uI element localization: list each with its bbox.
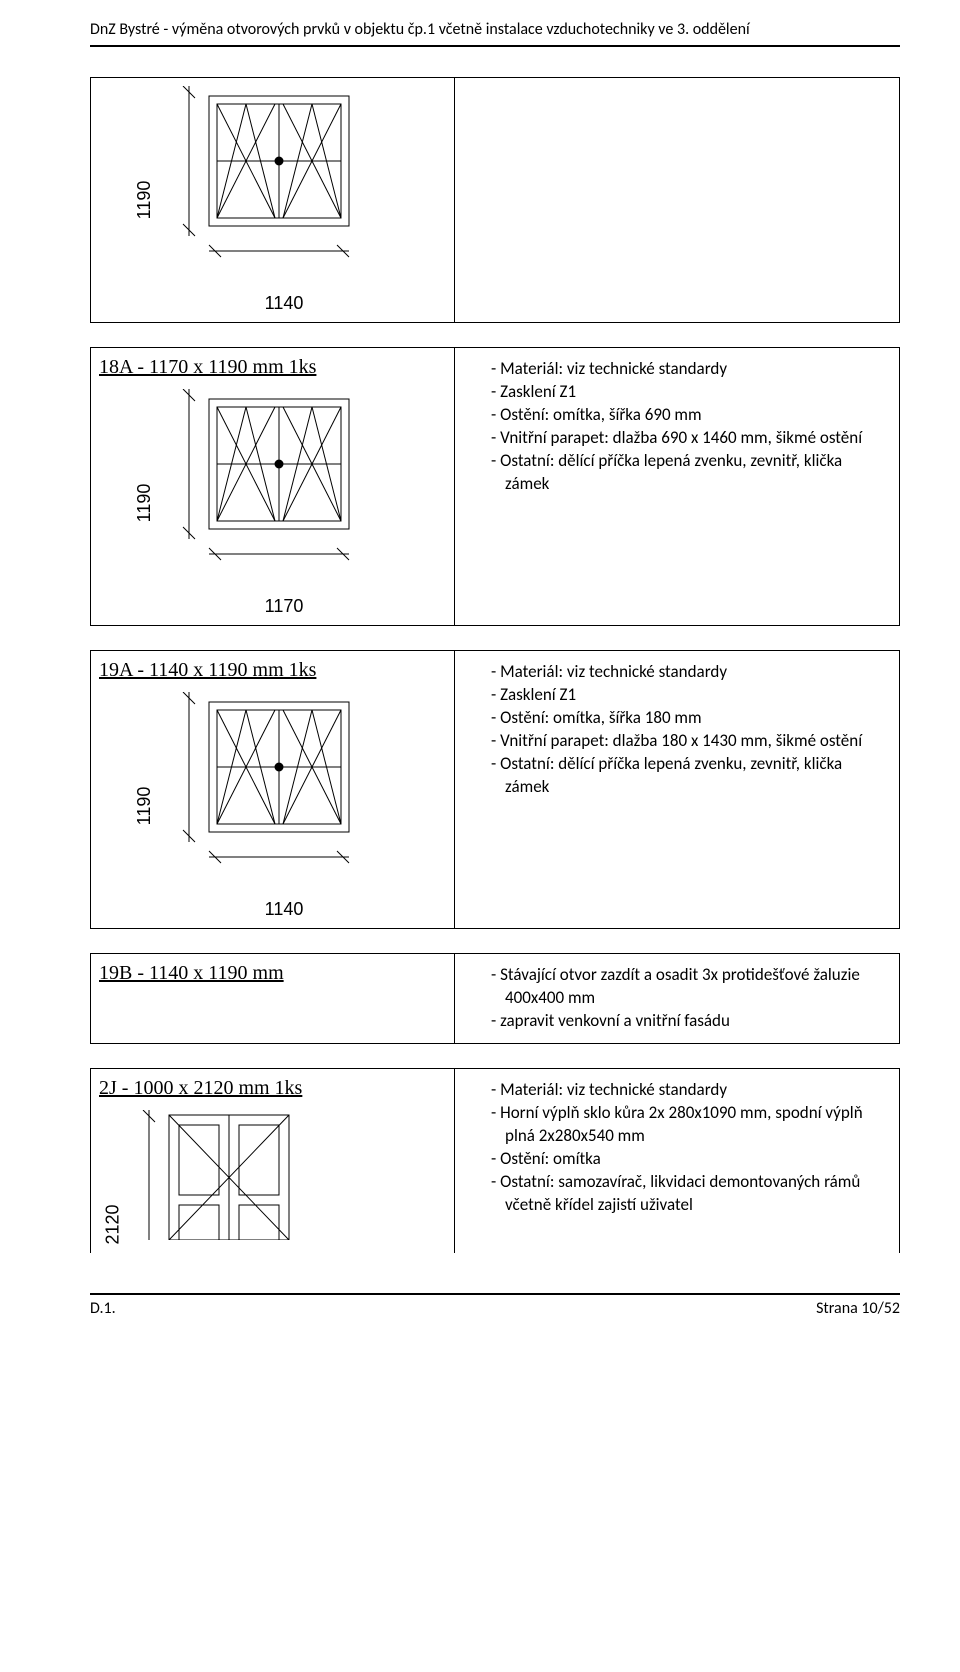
- desc-item: Ostění: omítka, šířka 180 mm: [481, 707, 887, 730]
- item-top-right: [455, 78, 900, 323]
- item-2j-left: 2J - 1000 x 2120 mm 1ks 2120: [91, 1068, 455, 1253]
- vdim-label: 1190: [134, 484, 155, 523]
- desc-item: Zasklení Z1: [481, 381, 887, 404]
- window-diagram-19a: 1190: [159, 692, 369, 920]
- desc-item: Ostění: omítka: [481, 1148, 887, 1171]
- footer-left: D.1.: [90, 1299, 116, 1318]
- header-rule: [90, 45, 900, 47]
- vdim-label: 1190: [134, 787, 155, 826]
- hdim-label: 1140: [199, 899, 369, 920]
- desc-item: Stávající otvor zazdít a osadit 3x proti…: [481, 964, 887, 1010]
- window-svg: [159, 692, 369, 892]
- footer-right: Strana 10/52: [816, 1299, 900, 1318]
- footer-rule: [90, 1293, 900, 1295]
- item-2j-right: Materiál: viz technické standardy Horní …: [455, 1068, 900, 1253]
- vdim-label: 1190: [134, 181, 155, 220]
- item-title-19b: 19B - 1140 x 1190 mm: [99, 962, 446, 985]
- page-footer: D.1. Strana 10/52: [90, 1293, 900, 1318]
- item-19a-left: 19A - 1140 x 1190 mm 1ks 1190: [91, 651, 455, 929]
- desc-item: Ostění: omítka, šířka 690 mm: [481, 404, 887, 427]
- item-19b-right: Stávající otvor zazdít a osadit 3x proti…: [455, 954, 900, 1044]
- item-row-top: 1190: [90, 77, 900, 323]
- desc-item: Materiál: viz technické standardy: [481, 1079, 887, 1102]
- desc-item: Ostatní: dělící příčka lepená zvenku, ze…: [481, 753, 887, 799]
- item-19b-left: 19B - 1140 x 1190 mm: [91, 954, 455, 1044]
- hdim-label: 1170: [199, 596, 369, 617]
- desc-list-19b: Stávající otvor zazdít a osadit 3x proti…: [467, 964, 887, 1033]
- door-svg: [129, 1110, 309, 1240]
- desc-item: Horní výplň sklo kůra 2x 280x1090 mm, sp…: [481, 1102, 887, 1148]
- window-svg: [159, 86, 369, 286]
- desc-list-18a: Materiál: viz technické standardy Zaskle…: [467, 358, 887, 496]
- page: DnZ Bystré - výměna otvorových prvků v o…: [0, 0, 960, 1358]
- item-row-19b: 19B - 1140 x 1190 mm Stávající otvor zaz…: [90, 953, 900, 1044]
- item-18a-left: 18A - 1170 x 1190 mm 1ks 1190: [91, 348, 455, 626]
- window-diagram-18a: 1190: [159, 389, 369, 617]
- page-header: DnZ Bystré - výměna otvorových prvků v o…: [90, 20, 900, 39]
- desc-item: Ostatní: dělící příčka lepená zvenku, ze…: [481, 450, 887, 496]
- item-top-left: 1190: [91, 78, 455, 323]
- item-row-18a: 18A - 1170 x 1190 mm 1ks 1190: [90, 347, 900, 626]
- window-diagram-top: 1190: [159, 86, 369, 314]
- hdim-label: 1140: [199, 293, 369, 314]
- item-title-18a: 18A - 1170 x 1190 mm 1ks: [99, 356, 446, 379]
- desc-list-2j: Materiál: viz technické standardy Horní …: [467, 1079, 887, 1217]
- item-row-19a: 19A - 1140 x 1190 mm 1ks 1190: [90, 650, 900, 929]
- desc-item: Zasklení Z1: [481, 684, 887, 707]
- vdim-label: 2120: [103, 1204, 124, 1244]
- door-diagram-2j: 2120: [129, 1110, 309, 1245]
- item-18a-right: Materiál: viz technické standardy Zaskle…: [455, 348, 900, 626]
- desc-item: zapravit venkovní a vnitřní fasádu: [481, 1010, 887, 1033]
- desc-item: Materiál: viz technické standardy: [481, 358, 887, 381]
- desc-item: Ostatní: samozavírač, likvidaci demontov…: [481, 1171, 887, 1217]
- desc-item: Vnitřní parapet: dlažba 180 x 1430 mm, š…: [481, 730, 887, 753]
- item-19a-right: Materiál: viz technické standardy Zaskle…: [455, 651, 900, 929]
- item-title-2j: 2J - 1000 x 2120 mm 1ks: [99, 1077, 446, 1100]
- desc-item: Materiál: viz technické standardy: [481, 661, 887, 684]
- window-svg: [159, 389, 369, 589]
- desc-item: Vnitřní parapet: dlažba 690 x 1460 mm, š…: [481, 427, 887, 450]
- item-row-2j: 2J - 1000 x 2120 mm 1ks 2120: [90, 1068, 900, 1253]
- item-title-19a: 19A - 1140 x 1190 mm 1ks: [99, 659, 446, 682]
- desc-list-19a: Materiál: viz technické standardy Zaskle…: [467, 661, 887, 799]
